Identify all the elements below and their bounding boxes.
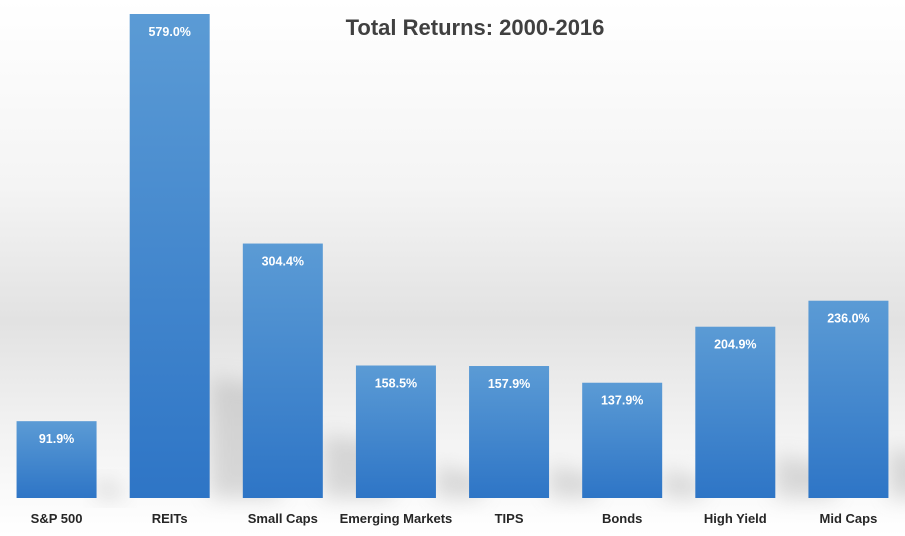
bar <box>469 366 550 498</box>
bar <box>242 243 323 498</box>
x-tick-label: REITs <box>152 511 188 526</box>
x-tick-label: Mid Caps <box>820 511 878 526</box>
bar-shadow <box>662 469 703 498</box>
data-label: 158.5% <box>375 377 417 391</box>
data-label: 91.9% <box>39 432 74 446</box>
bar <box>695 326 776 498</box>
x-tick-label: High Yield <box>704 511 767 526</box>
x-tick-label: Bonds <box>602 511 642 526</box>
bars <box>16 14 889 498</box>
bar <box>16 421 97 498</box>
x-tick-label: Emerging Markets <box>340 511 453 526</box>
bar-shadow <box>96 478 124 498</box>
bar <box>582 382 663 498</box>
data-label: 204.9% <box>714 338 756 352</box>
data-labels: 91.9% 579.0% 304.4% 158.5% 157.9% 137.9% 204.9… <box>39 25 870 446</box>
x-tick-label: Small Caps <box>248 511 318 526</box>
x-axis-labels: S&P 500 REITs Small Caps Emerging Markets TI… <box>31 511 878 526</box>
bar-shadow <box>888 448 905 498</box>
data-label: 304.4% <box>262 255 304 269</box>
x-tick-label: S&P 500 <box>31 511 83 526</box>
bar <box>355 365 436 498</box>
chart-title: Total Returns: 2000-2016 <box>346 15 605 40</box>
data-label: 157.9% <box>488 377 530 391</box>
bar <box>129 14 210 498</box>
data-label: 579.0% <box>148 25 190 39</box>
x-tick-label: TIPS <box>495 511 524 526</box>
data-label: 236.0% <box>827 312 869 326</box>
bar <box>808 300 889 498</box>
data-label: 137.9% <box>601 394 643 408</box>
